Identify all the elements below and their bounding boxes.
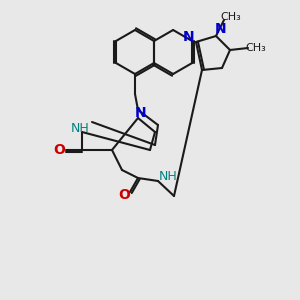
Text: N: N: [215, 22, 227, 36]
Text: NH: NH: [159, 170, 177, 184]
Text: N: N: [183, 30, 195, 44]
Text: O: O: [53, 143, 65, 157]
Text: NH: NH: [70, 122, 89, 134]
Text: N: N: [135, 106, 147, 120]
Text: O: O: [118, 188, 130, 202]
Text: CH₃: CH₃: [220, 12, 242, 22]
Text: CH₃: CH₃: [246, 43, 266, 53]
